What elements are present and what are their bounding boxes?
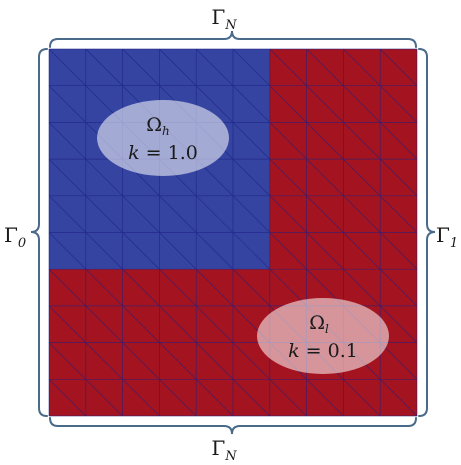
right-brace xyxy=(418,48,436,417)
low-region-label-bubble xyxy=(257,298,389,374)
low-region-label: Ωl k = 0.1 xyxy=(257,298,389,374)
bottom-brace xyxy=(49,417,417,435)
mesh-diagonal-line xyxy=(48,342,123,417)
left-boundary-label: Γ0 xyxy=(4,223,26,251)
mesh-diagonal-line xyxy=(48,268,197,417)
left-brace xyxy=(30,48,48,417)
low-region-k: k = 0.1 xyxy=(288,340,358,362)
mesh-diagonal-line xyxy=(48,195,271,417)
mesh-diagonal-line xyxy=(195,48,418,270)
high-region-label: Ωh k = 1.0 xyxy=(97,100,229,176)
mesh-diagonal-line xyxy=(122,48,418,343)
mesh-diagonal-line xyxy=(159,48,418,307)
high-region-name: Ωh xyxy=(146,114,170,138)
mesh-diagonal-line xyxy=(343,48,418,123)
mesh-diagonal-line xyxy=(48,379,87,417)
mesh-diagonal-line xyxy=(232,48,418,233)
boundary-braces xyxy=(30,30,436,435)
high-region-label-bubble xyxy=(97,100,229,176)
top-boundary-label: ΓN xyxy=(211,5,237,33)
top-brace xyxy=(49,30,417,48)
mesh-diagonal-line xyxy=(48,305,160,417)
mesh-diagonal-line xyxy=(269,48,418,197)
mesh-diagonal-line xyxy=(48,232,234,417)
right-boundary-label: Γ1 xyxy=(436,223,458,251)
low-region-name: Ωl xyxy=(309,312,329,336)
mesh-diagonal-line xyxy=(48,158,307,417)
mesh-diagonal-line xyxy=(306,48,418,160)
mesh-diagonal-line xyxy=(379,48,418,86)
high-region-k: k = 1.0 xyxy=(128,142,198,164)
bottom-boundary-label: ΓN xyxy=(211,436,237,464)
